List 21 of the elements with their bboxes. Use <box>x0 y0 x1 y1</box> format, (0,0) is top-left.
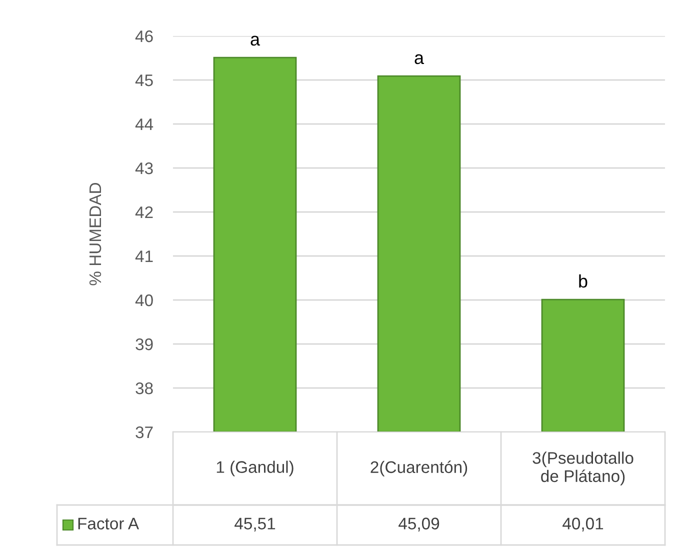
x-tick-label: 3(Pseudotallo de Plátano) <box>532 452 634 486</box>
y-tick-label: 43 <box>135 162 153 174</box>
data-label: 45,51 <box>234 518 276 532</box>
y-tick-label: 41 <box>135 250 153 262</box>
x-tick-label: 2(Cuarentón) <box>370 460 468 476</box>
annotation: b <box>579 274 588 288</box>
y-tick-label: 38 <box>136 382 153 394</box>
y-tick-label: 46 <box>135 30 153 42</box>
y-tick-label: 39 <box>136 338 153 350</box>
annotation: a <box>414 54 424 64</box>
y-tick-label: 37 <box>136 426 153 438</box>
data-label: 40,01 <box>562 518 604 532</box>
annotation: a <box>250 36 260 46</box>
x-tick-label: 1 (Gandul) <box>216 460 294 476</box>
y-axis-title: % HUMEDAD <box>89 182 102 286</box>
data-label: 45,09 <box>398 518 440 532</box>
legend-label: Factor A <box>78 518 140 530</box>
y-tick-label: 42 <box>135 206 153 218</box>
y-tick-label: 40 <box>135 294 153 306</box>
y-tick-label: 45 <box>135 74 153 86</box>
y-tick-label: 44 <box>135 118 154 130</box>
